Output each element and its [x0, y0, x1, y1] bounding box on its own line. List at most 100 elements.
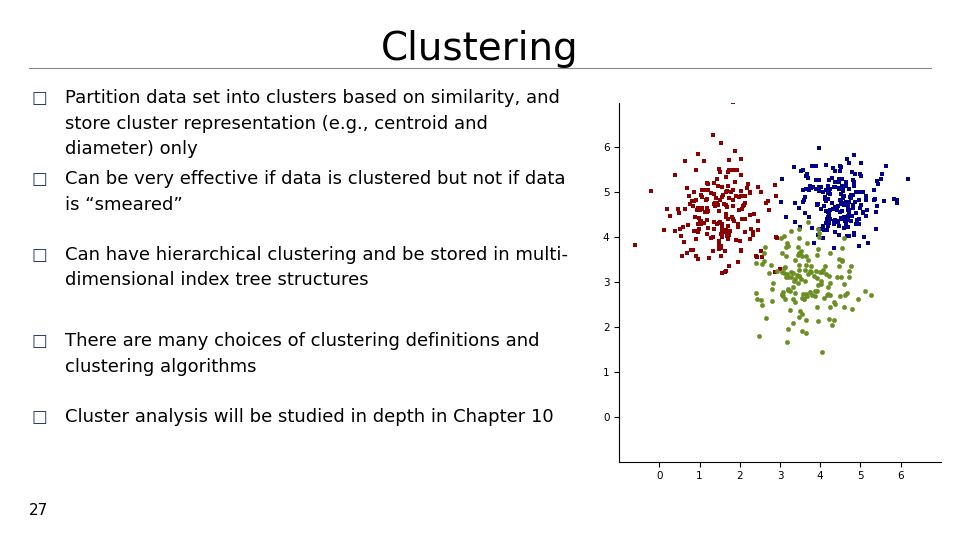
Point [834, 175, 850, 184]
Point [853, 201, 869, 210]
Point [690, 204, 706, 212]
Point [818, 207, 833, 215]
Point [707, 202, 722, 211]
Point [810, 231, 826, 239]
Point [804, 290, 820, 299]
Point [819, 225, 834, 234]
Point [798, 276, 813, 285]
Point [756, 256, 772, 265]
Point [792, 306, 807, 315]
Point [852, 170, 867, 178]
Point [711, 241, 727, 250]
Point [693, 217, 708, 225]
Text: □: □ [32, 332, 47, 350]
Point [780, 242, 795, 251]
Point [672, 225, 687, 233]
Point [790, 271, 805, 280]
Point [733, 192, 749, 201]
Point [787, 256, 803, 265]
Point [836, 201, 852, 210]
Point [698, 195, 713, 204]
Point [793, 246, 808, 255]
Point [817, 202, 832, 211]
Point [787, 289, 803, 298]
Point [768, 267, 783, 276]
Point [830, 218, 846, 227]
Point [674, 252, 689, 260]
Point [867, 195, 882, 204]
Point [825, 198, 840, 207]
Point [832, 161, 848, 170]
Point [840, 205, 855, 214]
Text: □: □ [32, 246, 47, 264]
Point [874, 174, 889, 183]
Point [846, 191, 861, 199]
Point [690, 228, 706, 237]
Point [777, 231, 792, 240]
Point [715, 191, 731, 200]
Point [707, 225, 722, 233]
Point [800, 292, 815, 300]
Point [804, 267, 819, 276]
Point [816, 233, 831, 242]
Point [718, 247, 733, 255]
Point [714, 268, 730, 277]
Point [700, 224, 715, 233]
Point [849, 188, 864, 197]
Point [840, 201, 855, 210]
Point [821, 187, 836, 196]
Point [718, 266, 733, 275]
Point [790, 279, 805, 287]
Point [810, 280, 826, 289]
Point [803, 287, 818, 296]
Point [843, 190, 858, 199]
Point [889, 199, 904, 207]
Point [811, 200, 827, 208]
Point [799, 328, 814, 337]
Point [725, 214, 740, 223]
Point [688, 196, 704, 205]
Point [853, 171, 869, 180]
Point [802, 267, 817, 275]
Point [700, 216, 715, 225]
Point [809, 287, 825, 295]
Point [732, 206, 747, 214]
Point [780, 273, 795, 282]
Point [887, 194, 902, 203]
Point [866, 195, 881, 204]
Point [827, 244, 842, 252]
Point [843, 262, 858, 271]
Point [780, 338, 795, 346]
Point [761, 268, 777, 277]
Point [751, 226, 766, 234]
Point [900, 174, 916, 183]
Point [720, 235, 735, 244]
Point [846, 203, 861, 212]
Point [791, 204, 806, 213]
Point [722, 166, 737, 174]
Point [657, 226, 672, 234]
Point [730, 220, 745, 228]
Point [729, 192, 744, 201]
Point [686, 197, 702, 206]
Point [791, 261, 806, 270]
Point [686, 227, 702, 235]
Point [798, 315, 813, 324]
Point [831, 183, 847, 192]
Text: Clustering: Clustering [381, 30, 579, 68]
Point [829, 217, 845, 225]
Point [828, 178, 843, 186]
Point [793, 167, 808, 176]
Point [758, 314, 774, 322]
Point [828, 205, 843, 213]
Point [728, 146, 743, 155]
Point [778, 272, 793, 281]
Point [842, 159, 857, 168]
Point [833, 214, 849, 222]
Point [706, 217, 721, 226]
Point [718, 225, 733, 234]
Point [821, 189, 836, 198]
Point [714, 225, 730, 234]
Point [799, 252, 814, 261]
Point [775, 287, 790, 296]
